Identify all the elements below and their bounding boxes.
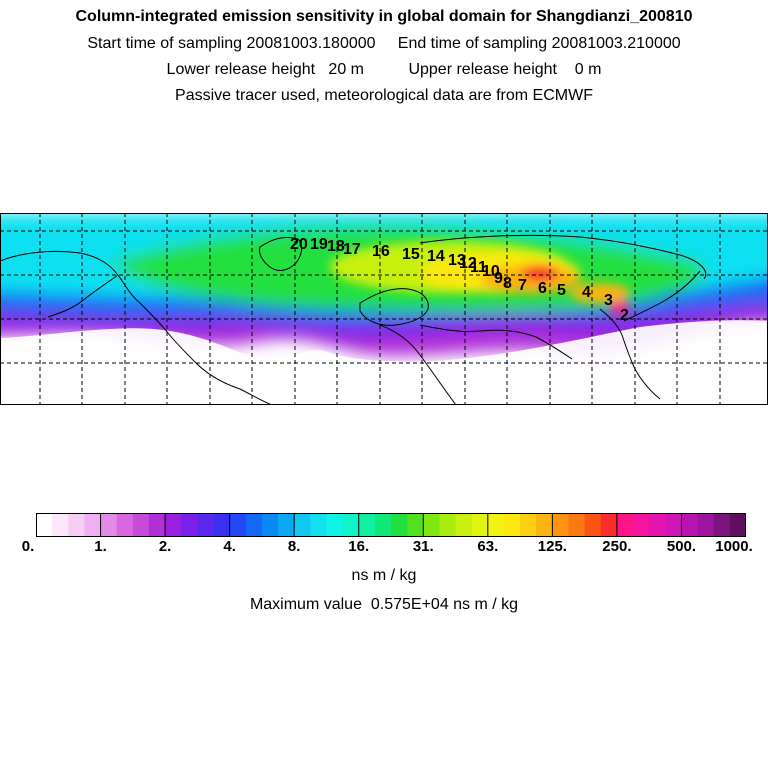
trajectory-label: 6: [538, 280, 547, 297]
colorbar-cell: [342, 513, 360, 537]
colorbar-tick-labels: 0. 1. 2. 4. 8. 16. 31. 63. 125. 250. 500. 1000.: [0, 538, 768, 558]
colorbar-cell: [568, 513, 586, 537]
colorbar-cell: [68, 513, 86, 537]
release-height-line: Lower release height 20 m Upper release …: [166, 61, 602, 78]
colorbar-cell: [584, 513, 602, 537]
colorbar-cell: [520, 513, 537, 537]
colorbar-tick-label: 500.: [666, 538, 697, 555]
graticule: [0, 213, 768, 405]
colorbar-tick-label: 4.: [223, 538, 236, 555]
trajectory-label: 9: [494, 270, 503, 287]
colorbar-cell: [455, 513, 473, 537]
trajectory-label: 13: [448, 252, 466, 269]
colorbar-tick-label: 250.: [602, 538, 632, 555]
colorbar-cell: [148, 513, 166, 537]
colorbar-cell: [633, 513, 650, 537]
sensitivity-field: 2 3 4 5 6 7 8 9 10 11 12 13 14 15 16 17 …: [0, 213, 768, 405]
colorbar-tick-label: 1.: [94, 538, 107, 555]
colorbar-cell: [326, 513, 344, 537]
sampling-time-line: Start time of sampling 20081003.180000 E…: [87, 35, 681, 52]
maximum-value-label: Maximum value 0.575E+04 ns m / kg: [249, 596, 519, 613]
colorbar-units: ns m / kg: [351, 567, 417, 584]
colorbar-cell: [116, 513, 134, 537]
trajectory-label: 12: [459, 255, 477, 272]
colorbar-cell: [181, 513, 198, 537]
colorbar-cell: [439, 513, 457, 537]
trajectory-label: 20: [290, 236, 308, 253]
colorbar-cell: [681, 513, 699, 537]
colorbar-cell: [197, 513, 215, 537]
colorbar-cell: [100, 513, 118, 537]
colorbar-cell: [600, 513, 618, 537]
colorbar-cell: [697, 513, 715, 537]
colorbar-cell: [229, 513, 247, 537]
trajectory-label: 4: [582, 284, 591, 301]
colorbar-tick-label: 8.: [287, 538, 301, 555]
colorbar-cell: [84, 513, 102, 537]
colorbar-tick-label: 2.: [158, 538, 172, 555]
colorbar-cell: [649, 513, 666, 537]
trajectory-label: 7: [518, 277, 527, 294]
colorbar-cell: [213, 513, 231, 537]
colorbar-frame: [36, 513, 746, 537]
trajectory-label: 10: [482, 263, 500, 280]
colorbar-tick-label: 63.: [477, 538, 499, 555]
colorbar-cell: [132, 513, 150, 537]
colorbar-cell: [310, 513, 328, 537]
colorbar-cell: [536, 513, 553, 537]
colorbar-cell: [407, 513, 424, 537]
colorbar-cell: [165, 513, 182, 537]
trajectory-label: 19: [310, 236, 328, 253]
colorbar-tick-label: 1000.: [715, 538, 753, 555]
colorbar-cell: [358, 513, 376, 537]
colorbar-cell: [503, 513, 521, 537]
colorbar-cell: [423, 513, 441, 537]
colorbar-cell: [374, 513, 392, 537]
colorbar-cell: [36, 513, 53, 537]
trajectory-label: 16: [372, 243, 390, 260]
colorbar-cell: [245, 513, 263, 537]
colorbar-tick-label: 16.: [348, 538, 370, 555]
colorbar-cell: [391, 513, 408, 537]
trajectory-label: 8: [503, 275, 512, 292]
trajectory-label: 15: [402, 246, 420, 263]
colorbar-cell: [729, 513, 746, 537]
tracer-info-line: Passive tracer used, meteorological data…: [175, 87, 593, 104]
colorbar-cell: [487, 513, 505, 537]
trajectory-label: 2: [620, 307, 629, 324]
colorbar-cell: [261, 513, 279, 537]
colorbar-tick-label: 125.: [537, 538, 567, 555]
colorbar-cells: [36, 513, 746, 537]
colorbar-cell: [278, 513, 295, 537]
colorbar-tick-label: 0.: [21, 538, 35, 555]
emission-sensitivity-map: 2 3 4 5 6 7 8 9 10 11 12 13 14 15 16 17 …: [0, 213, 768, 405]
colorbar-cell: [471, 513, 489, 537]
colorbar-cell: [665, 513, 683, 537]
colorbar-cell: [294, 513, 311, 537]
trajectory-label: 14: [427, 248, 445, 265]
plot-title: Column-integrated emission sensitivity i…: [75, 8, 693, 25]
colorbar: [36, 513, 746, 537]
colorbar-tick-label: 31.: [412, 538, 434, 555]
trajectory-label: 5: [557, 282, 566, 299]
colorbar-cell: [552, 513, 570, 537]
colorbar-cell: [616, 513, 634, 537]
trajectory-label: 3: [604, 292, 613, 309]
trajectory-label: 17: [343, 241, 361, 258]
trajectory-label: 18: [327, 238, 345, 255]
colorbar-cell: [52, 513, 69, 537]
colorbar-cell: [713, 513, 731, 537]
trajectory-label: 11: [470, 259, 487, 276]
